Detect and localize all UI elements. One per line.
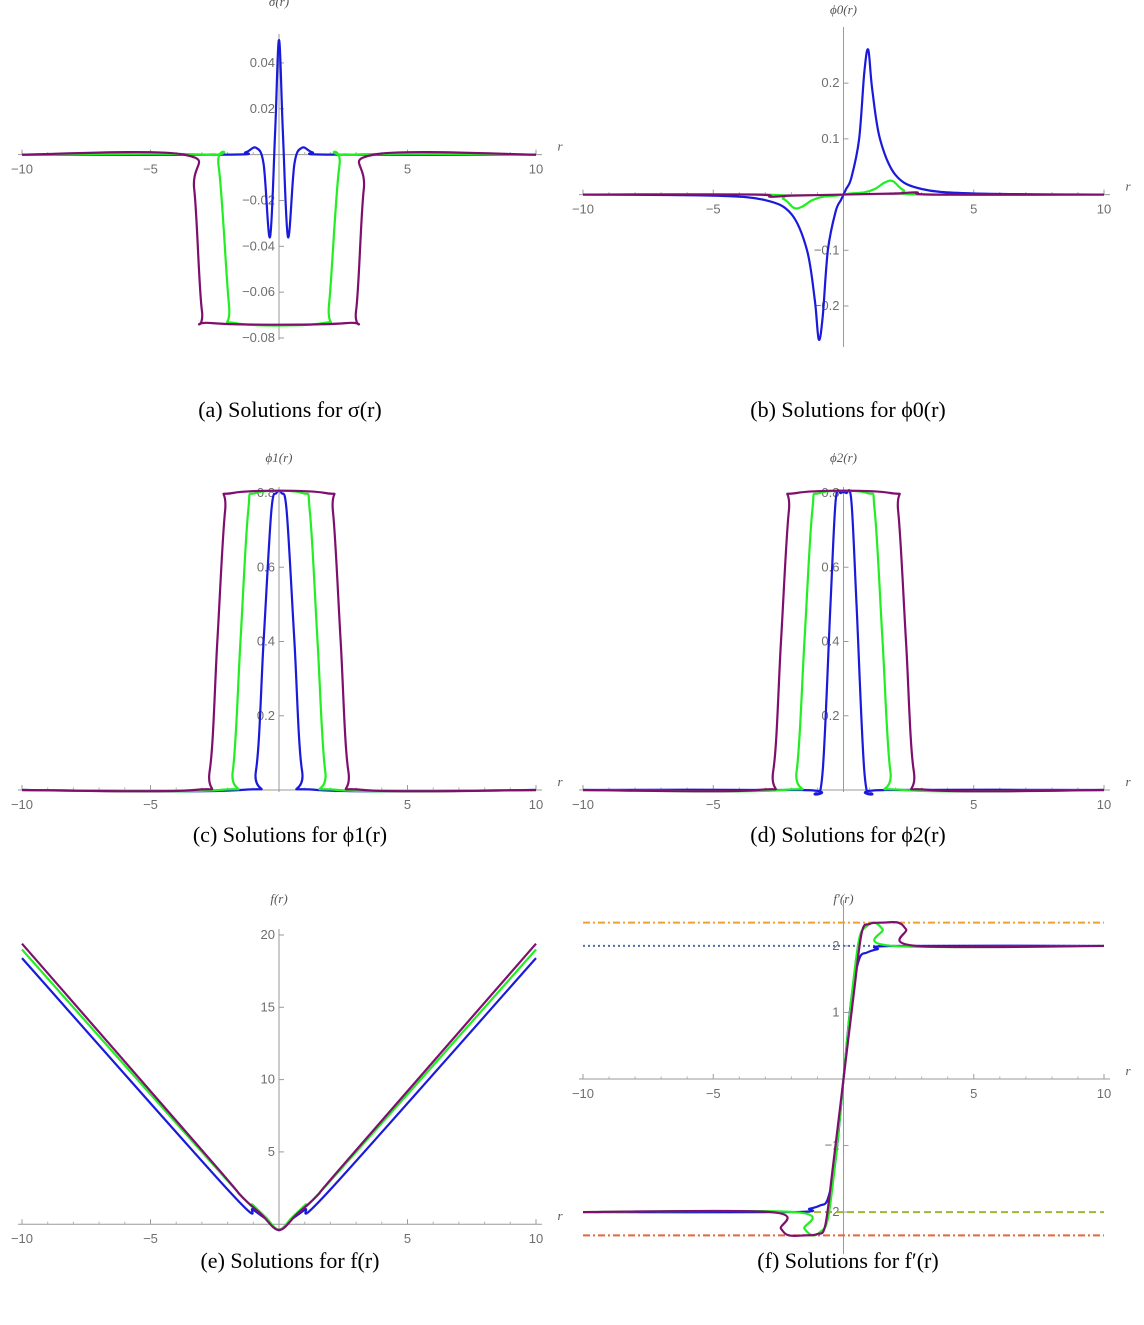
y-tick-label: −0.02 — [242, 192, 275, 207]
series-line-3 — [582, 920, 1105, 1238]
chart-panel-5: −10 −5 5 10 20 15 10 5 f(r) r (e) Solutions for f(… — [11, 891, 564, 1273]
subfigure-caption: (c) Solutions for ϕ1(r) — [193, 822, 387, 847]
subfigure-caption: (f) Solutions for f′(r) — [757, 1248, 938, 1273]
y-tick-label: 0.2 — [821, 75, 839, 90]
y-tick-label: −0.2 — [814, 298, 840, 313]
x-tick-label: −10 — [11, 1231, 33, 1246]
x-tick-label: 5 — [970, 202, 977, 217]
x-axis-label: r — [557, 774, 563, 789]
y-tick-label: −0.1 — [814, 242, 840, 257]
x-tick-label: 10 — [1097, 202, 1111, 217]
x-tick-label: −5 — [143, 797, 158, 812]
y-axis-label: σ(r) — [269, 0, 289, 9]
y-tick-label: 0.4 — [821, 634, 839, 649]
x-tick-label: −5 — [706, 1086, 721, 1101]
y-tick-label: 0.8 — [821, 485, 839, 500]
x-tick-label: 10 — [529, 1231, 543, 1246]
series-line-1 — [582, 489, 1105, 796]
series-line-3 — [582, 489, 1105, 793]
subfigure-caption: (b) Solutions for ϕ0(r) — [750, 397, 946, 422]
x-axis-label: r — [1125, 179, 1131, 194]
x-tick-label: 10 — [529, 797, 543, 812]
x-axis-label: r — [557, 139, 563, 154]
y-tick-label: 0.4 — [257, 634, 275, 649]
x-tick-label: −10 — [572, 797, 594, 812]
y-tick-label: 1 — [832, 1004, 839, 1019]
y-tick-label: 20 — [261, 927, 275, 942]
x-tick-label: 5 — [404, 1231, 411, 1246]
x-axis-label: r — [1125, 1063, 1131, 1078]
y-tick-label: 0.02 — [250, 101, 275, 116]
y-tick-label: 5 — [268, 1144, 275, 1159]
series-line-3 — [21, 489, 537, 793]
y-tick-label: 15 — [261, 999, 275, 1014]
series-line-3 — [21, 942, 537, 1232]
y-tick-label: 2 — [832, 938, 839, 953]
y-tick-label: −0.08 — [242, 330, 275, 345]
y-axis-label: ϕ1(r) — [266, 450, 293, 465]
chart-panel-4: −10 −5 5 10 0.8 0.6 0.4 0.2 ϕ2(r) r (d) Solutions … — [572, 450, 1132, 847]
y-tick-label: 0.6 — [821, 559, 839, 574]
series-line-3 — [582, 191, 1105, 198]
x-axis-label: r — [557, 1208, 563, 1223]
y-axis-label: ϕ2(r) — [830, 450, 857, 465]
y-axis-label: ϕ0(r) — [830, 2, 857, 17]
x-tick-label: −5 — [706, 797, 721, 812]
y-tick-label: 0.04 — [250, 55, 275, 70]
x-tick-label: 5 — [404, 162, 411, 177]
x-tick-label: −10 — [572, 202, 594, 217]
x-axis-label: r — [1125, 774, 1131, 789]
chart-panel-3: −10 −5 5 10 0.8 0.6 0.4 0.2 ϕ1(r) r (c) Solutions … — [11, 450, 564, 847]
x-tick-label: 10 — [1097, 1086, 1111, 1101]
y-axis-label: f(r) — [270, 891, 287, 906]
x-tick-label: 5 — [970, 797, 977, 812]
subfigure-caption: (d) Solutions for ϕ2(r) — [750, 822, 946, 847]
y-tick-label: −0.06 — [242, 284, 275, 299]
subfigure-caption: (e) Solutions for f(r) — [200, 1248, 379, 1273]
x-tick-label: 5 — [970, 1086, 977, 1101]
x-tick-label: −5 — [706, 202, 721, 217]
y-tick-label: 0.1 — [821, 131, 839, 146]
y-tick-label: 0.2 — [821, 708, 839, 723]
y-axis-label: f′(r) — [833, 891, 853, 906]
y-tick-label: 10 — [261, 1072, 275, 1087]
series-line-3 — [21, 150, 537, 326]
x-tick-label: 10 — [529, 162, 543, 177]
x-tick-label: 5 — [404, 797, 411, 812]
x-tick-label: −10 — [572, 1086, 594, 1101]
y-tick-label: −0.04 — [242, 238, 275, 253]
x-tick-label: −10 — [11, 162, 33, 177]
y-tick-label: 0.6 — [257, 559, 275, 574]
chart-panel-2: −10 −5 5 10 0.2 0.1 −0.1 −0.2 ϕ0(r) r (b) Solution… — [572, 2, 1132, 422]
chart-panel-1: −10 −5 5 10 0.04 0.02 −0.02 −0.04 −0.06 −0.08 σ(r)… — [11, 0, 564, 422]
subfigure-caption: (a) Solutions for σ(r) — [198, 397, 382, 422]
x-tick-label: −5 — [143, 1231, 158, 1246]
x-tick-label: −10 — [11, 797, 33, 812]
y-tick-label: 0.8 — [257, 485, 275, 500]
y-tick-label: 0.2 — [257, 708, 275, 723]
x-tick-label: −5 — [143, 162, 158, 177]
series-line-1 — [21, 38, 537, 239]
x-tick-label: 10 — [1097, 797, 1111, 812]
